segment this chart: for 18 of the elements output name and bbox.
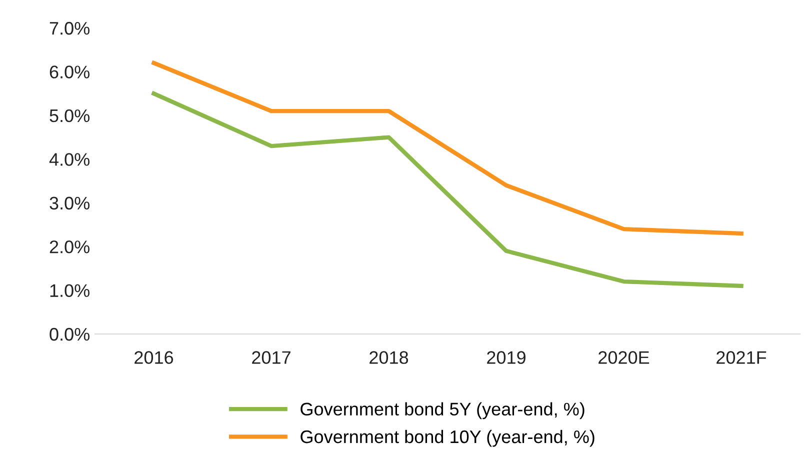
y-tick-label: 1.0% xyxy=(50,284,90,298)
x-tick-label: 2021F xyxy=(716,351,766,364)
x-tick-label: 2020E xyxy=(598,351,650,364)
x-tick-label: 2016 xyxy=(134,351,174,364)
y-tick-label: 6.0% xyxy=(50,66,90,78)
line-series xyxy=(152,60,744,236)
x-tick-label: 2017 xyxy=(252,351,290,364)
line-series xyxy=(152,91,744,288)
y-tick-label: 7.0% xyxy=(50,22,90,35)
y-tick-label: 2.0% xyxy=(50,240,90,254)
y-tick-label: 3.0% xyxy=(50,196,90,210)
legend-label: Government bond 10Y (year-end, %) xyxy=(300,430,594,447)
y-tick-label: 4.0% xyxy=(49,153,90,166)
x-tick-label: 2018 xyxy=(370,351,408,364)
x-tick-label: 2019 xyxy=(487,351,526,364)
y-tick-label: 5.0% xyxy=(50,109,90,122)
legend-label: Government bond 5Y (year-end, %) xyxy=(300,402,584,420)
y-tick-label: 0.0% xyxy=(50,328,90,341)
